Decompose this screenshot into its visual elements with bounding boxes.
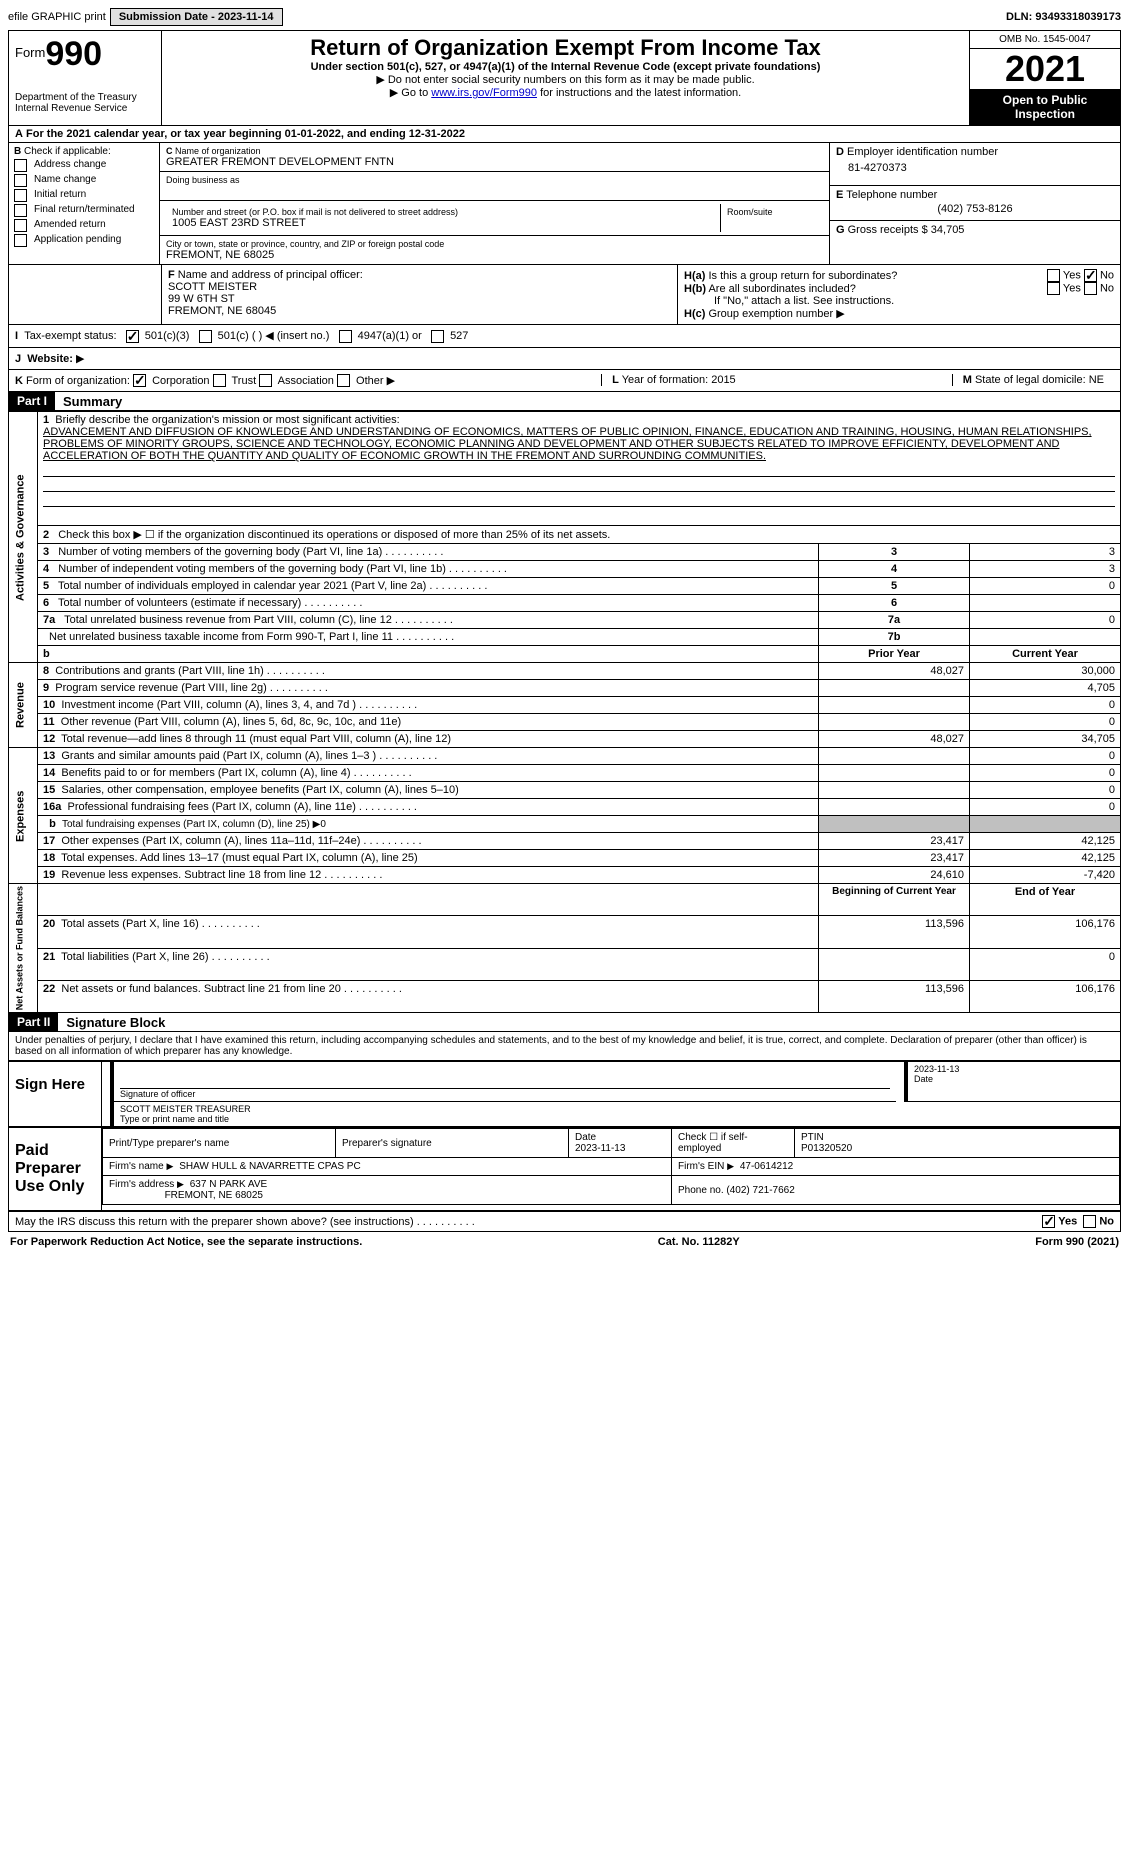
check-corporation[interactable]: [133, 374, 146, 387]
omb-number: OMB No. 1545-0047: [970, 31, 1120, 49]
table-row: 15 Salaries, other compensation, employe…: [9, 782, 1121, 799]
org-city: FREMONT, NE 68025: [166, 249, 823, 261]
page-footer: For Paperwork Reduction Act Notice, see …: [8, 1232, 1121, 1252]
tab-expenses: Expenses: [9, 748, 38, 884]
section-j: J Website: ▶: [8, 348, 1121, 370]
tab-net-assets: Net Assets or Fund Balances: [9, 884, 38, 1013]
org-name: GREATER FREMONT DEVELOPMENT FNTN: [166, 156, 823, 168]
check-association[interactable]: [259, 374, 272, 387]
check-501c[interactable]: [199, 330, 212, 343]
check-trust[interactable]: [213, 374, 226, 387]
signature-block: Under penalties of perjury, I declare th…: [8, 1032, 1121, 1232]
table-row: b Prior Year Current Year: [9, 646, 1121, 663]
submission-date-button[interactable]: Submission Date - 2023-11-14: [110, 8, 283, 26]
irs-link[interactable]: www.irs.gov/Form990: [431, 87, 537, 99]
mission-text: ADVANCEMENT AND DIFFUSION OF KNOWLEDGE A…: [43, 426, 1092, 462]
table-row: 14 Benefits paid to or for members (Part…: [9, 765, 1121, 782]
section-d-e-g: D Employer identification number 81-4270…: [829, 143, 1120, 264]
preparer-table: Print/Type preparer's name Preparer's si…: [102, 1128, 1120, 1205]
section-c: C Name of organization GREATER FREMONT D…: [160, 143, 829, 264]
table-row: 6 Total number of volunteers (estimate i…: [9, 595, 1121, 612]
line-a: A For the 2021 calendar year, or tax yea…: [8, 125, 1121, 142]
irs-label: Internal Revenue Service: [15, 103, 155, 114]
table-row: 10 Investment income (Part VIII, column …: [9, 697, 1121, 714]
check-initial-return[interactable]: Initial return: [14, 189, 154, 202]
officer-name-title: SCOTT MEISTER TREASURER: [120, 1104, 1114, 1114]
check-name-change[interactable]: Name change: [14, 174, 154, 187]
table-row: 21 Total liabilities (Part X, line 26)0: [9, 948, 1121, 980]
top-bar: efile GRAPHIC print Submission Date - 20…: [8, 8, 1121, 26]
tax-year: 2021: [970, 49, 1120, 89]
tab-activities-governance: Activities & Governance: [9, 412, 38, 663]
check-final-return[interactable]: Final return/terminated: [14, 204, 154, 217]
entity-info-grid: B Check if applicable: Address change Na…: [8, 142, 1121, 265]
check-application-pending[interactable]: Application pending: [14, 234, 154, 247]
hb-yes[interactable]: [1047, 282, 1060, 295]
tab-revenue: Revenue: [9, 663, 38, 748]
table-row: 11 Other revenue (Part VIII, column (A),…: [9, 714, 1121, 731]
table-row: 22 Net assets or fund balances. Subtract…: [9, 981, 1121, 1013]
section-b: B Check if applicable: Address change Na…: [9, 143, 160, 264]
table-row: 2 Check this box ▶ ☐ if the organization…: [9, 526, 1121, 544]
paid-preparer-label: Paid Preparer Use Only: [9, 1128, 102, 1210]
form-subtitle-2: ▶ Do not enter social security numbers o…: [166, 73, 965, 86]
efile-label: efile GRAPHIC print: [8, 11, 106, 23]
form-subtitle-3: ▶ Go to www.irs.gov/Form990 for instruct…: [166, 86, 965, 99]
open-to-public: Open to Public Inspection: [970, 89, 1120, 125]
check-527[interactable]: [431, 330, 444, 343]
check-4947[interactable]: [339, 330, 352, 343]
officer-name: SCOTT MEISTER: [168, 281, 257, 293]
ha-no[interactable]: [1084, 269, 1097, 282]
table-row: 17 Other expenses (Part IX, column (A), …: [9, 833, 1121, 850]
table-row: 3 Number of voting members of the govern…: [9, 544, 1121, 561]
ha-yes[interactable]: [1047, 269, 1060, 282]
ein-value: 81-4270373: [836, 158, 1114, 182]
form-990-label: Form990: [15, 35, 155, 74]
org-street: 1005 EAST 23RD STREET: [172, 217, 714, 229]
check-other[interactable]: [337, 374, 350, 387]
discuss-no[interactable]: [1083, 1215, 1096, 1228]
table-row: 19 Revenue less expenses. Subtract line …: [9, 867, 1121, 884]
hb-no[interactable]: [1084, 282, 1097, 295]
table-row: 9 Program service revenue (Part VIII, li…: [9, 680, 1121, 697]
table-row: 12 Total revenue—add lines 8 through 11 …: [9, 731, 1121, 748]
table-row: 7a Total unrelated business revenue from…: [9, 612, 1121, 629]
table-row: 16a Professional fundraising fees (Part …: [9, 799, 1121, 816]
check-501c3[interactable]: [126, 330, 139, 343]
part-i-header: Part I Summary: [8, 392, 1121, 411]
dept-label: Department of the Treasury: [15, 92, 155, 103]
table-row: 18 Total expenses. Add lines 13–17 (must…: [9, 850, 1121, 867]
table-row: 4 Number of independent voting members o…: [9, 561, 1121, 578]
gross-receipts: 34,705: [931, 224, 965, 236]
discuss-yes[interactable]: [1042, 1215, 1055, 1228]
table-row: Net unrelated business taxable income fr…: [9, 629, 1121, 646]
summary-table: Activities & Governance 1 Briefly descri…: [8, 411, 1121, 1013]
discuss-row: May the IRS discuss this return with the…: [9, 1210, 1120, 1231]
form-subtitle-1: Under section 501(c), 527, or 4947(a)(1)…: [166, 61, 965, 73]
form-title: Return of Organization Exempt From Incom…: [166, 35, 965, 61]
form-header: Form990 Department of the Treasury Inter…: [8, 30, 1121, 125]
sign-here-label: Sign Here: [9, 1062, 102, 1126]
section-i: I Tax-exempt status: 501(c)(3) 501(c) ( …: [8, 325, 1121, 348]
ptin-value: P01320520: [801, 1143, 852, 1154]
section-f-h: F Name and address of principal officer:…: [8, 265, 1121, 325]
table-row: b Total fundraising expenses (Part IX, c…: [9, 816, 1121, 833]
section-k-l-m: K Form of organization: Corporation Trus…: [8, 370, 1121, 393]
dln: DLN: 93493318039173: [1006, 11, 1121, 23]
perjury-declaration: Under penalties of perjury, I declare th…: [9, 1032, 1120, 1060]
check-amended-return[interactable]: Amended return: [14, 219, 154, 232]
firm-name: SHAW HULL & NAVARRETTE CPAS PC: [179, 1161, 361, 1172]
telephone-value: (402) 753-8126: [836, 201, 1114, 217]
table-row: 20 Total assets (Part X, line 16)113,596…: [9, 916, 1121, 948]
check-address-change[interactable]: Address change: [14, 159, 154, 172]
part-ii-header: Part II Signature Block: [8, 1013, 1121, 1032]
table-row: 5 Total number of individuals employed i…: [9, 578, 1121, 595]
